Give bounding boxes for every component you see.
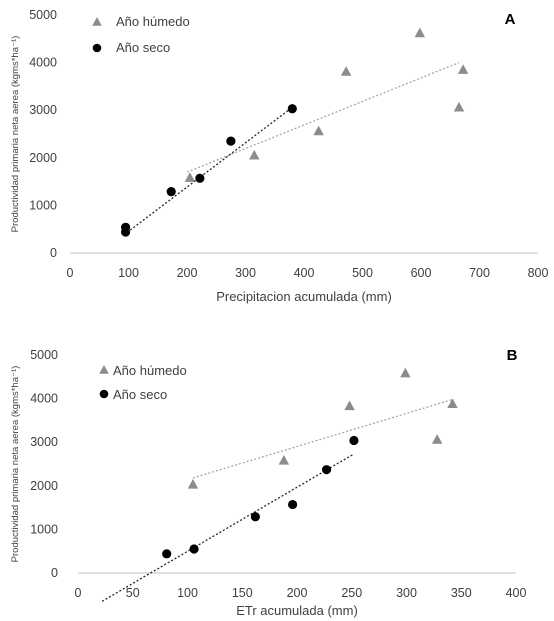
x-tick-label: 0 bbox=[67, 266, 74, 280]
x-tick-label: 700 bbox=[469, 266, 490, 280]
data-point-triangle bbox=[400, 367, 411, 378]
y-tick-label: 1000 bbox=[30, 522, 58, 536]
data-point-triangle bbox=[249, 149, 260, 160]
y-tick-label: 2000 bbox=[30, 479, 58, 493]
data-point-triangle bbox=[278, 455, 290, 465]
trendline bbox=[101, 453, 355, 602]
data-point-triangle bbox=[340, 66, 352, 76]
y-axis-title: Productividad primaria neta aerea (kgms*… bbox=[10, 36, 21, 233]
x-tick-label: 500 bbox=[352, 266, 373, 280]
trendline bbox=[186, 61, 460, 173]
x-tick-label: 250 bbox=[341, 586, 362, 600]
panel-b: 0 50 100 150 200 250 300 350 4000100020003000400… bbox=[10, 347, 526, 618]
data-point-circle bbox=[189, 544, 199, 554]
x-axis-title: Precipitacion acumulada (mm) bbox=[216, 289, 392, 304]
y-tick-label: 5000 bbox=[29, 8, 57, 22]
x-tick-label: 100 bbox=[118, 266, 139, 280]
x-tick-label: 600 bbox=[411, 266, 432, 280]
legend-marker-triangle bbox=[99, 365, 109, 374]
x-tick-label: 400 bbox=[506, 586, 527, 600]
legend-label: Año húmedo bbox=[113, 363, 187, 378]
data-point-circle bbox=[321, 465, 332, 475]
data-point-circle bbox=[166, 186, 176, 197]
data-point-triangle bbox=[313, 125, 324, 136]
data-point-triangle bbox=[414, 27, 426, 38]
x-axis-title: ETr acumulada (mm) bbox=[236, 603, 358, 618]
y-tick-label: 4000 bbox=[30, 392, 58, 406]
x-tick-label: 50 bbox=[126, 586, 140, 600]
y-tick-label: 0 bbox=[51, 566, 58, 580]
y-axis-title: Productividad primaria neta aerea (kgms*… bbox=[10, 366, 21, 563]
legend-label: Año seco bbox=[113, 387, 167, 402]
legend-marker-triangle bbox=[92, 17, 102, 26]
x-tick-label: 350 bbox=[451, 586, 472, 600]
y-tick-label: 3000 bbox=[29, 103, 57, 117]
x-tick-label: 300 bbox=[235, 266, 256, 280]
data-point-circle bbox=[195, 173, 205, 183]
y-tick-label: 2000 bbox=[29, 151, 57, 165]
data-point-circle bbox=[349, 435, 359, 446]
data-point-triangle bbox=[344, 400, 355, 411]
data-point-circle bbox=[250, 512, 260, 522]
x-tick-label: 400 bbox=[294, 266, 315, 280]
legend-label: Año seco bbox=[116, 40, 170, 55]
legend-marker-circle bbox=[92, 43, 102, 53]
legend-label: Año húmedo bbox=[116, 14, 190, 29]
data-point-triangle bbox=[457, 64, 469, 74]
panel-label: A bbox=[505, 11, 516, 28]
series-ano-humedo bbox=[184, 27, 469, 182]
data-point-circle bbox=[288, 499, 298, 510]
data-point-triangle bbox=[184, 172, 196, 182]
data-point-triangle bbox=[453, 101, 465, 112]
trendline bbox=[192, 398, 453, 479]
series-ano-seco bbox=[120, 104, 297, 237]
data-point-triangle bbox=[187, 478, 199, 489]
panel-label: B bbox=[507, 347, 518, 364]
data-point-circle bbox=[120, 227, 131, 237]
x-tick-label: 300 bbox=[396, 586, 417, 600]
y-tick-label: 0 bbox=[50, 246, 57, 260]
data-point-circle bbox=[287, 104, 297, 114]
y-tick-label: 1000 bbox=[29, 198, 57, 212]
trendline bbox=[123, 106, 293, 236]
x-tick-label: 0 bbox=[75, 586, 82, 600]
x-tick-label: 800 bbox=[528, 266, 549, 280]
x-tick-label: 150 bbox=[232, 586, 253, 600]
x-tick-label: 100 bbox=[177, 586, 198, 600]
data-point-circle bbox=[226, 136, 236, 146]
legend-marker-circle bbox=[99, 389, 109, 399]
series-ano-seco bbox=[101, 435, 359, 602]
panel-a: 0 100 200 300 400 500 600 700 800 0 1000 2000 3000 40… bbox=[10, 8, 548, 304]
x-tick-label: 200 bbox=[287, 586, 308, 600]
data-point-triangle bbox=[431, 434, 443, 444]
x-tick-label: 200 bbox=[177, 266, 198, 280]
data-point-circle bbox=[162, 549, 172, 559]
data-point-triangle bbox=[447, 398, 458, 408]
y-tick-label: 4000 bbox=[29, 56, 57, 70]
y-tick-label: 5000 bbox=[30, 348, 58, 362]
series-ano-humedo bbox=[187, 367, 458, 489]
y-tick-label: 3000 bbox=[30, 435, 58, 449]
